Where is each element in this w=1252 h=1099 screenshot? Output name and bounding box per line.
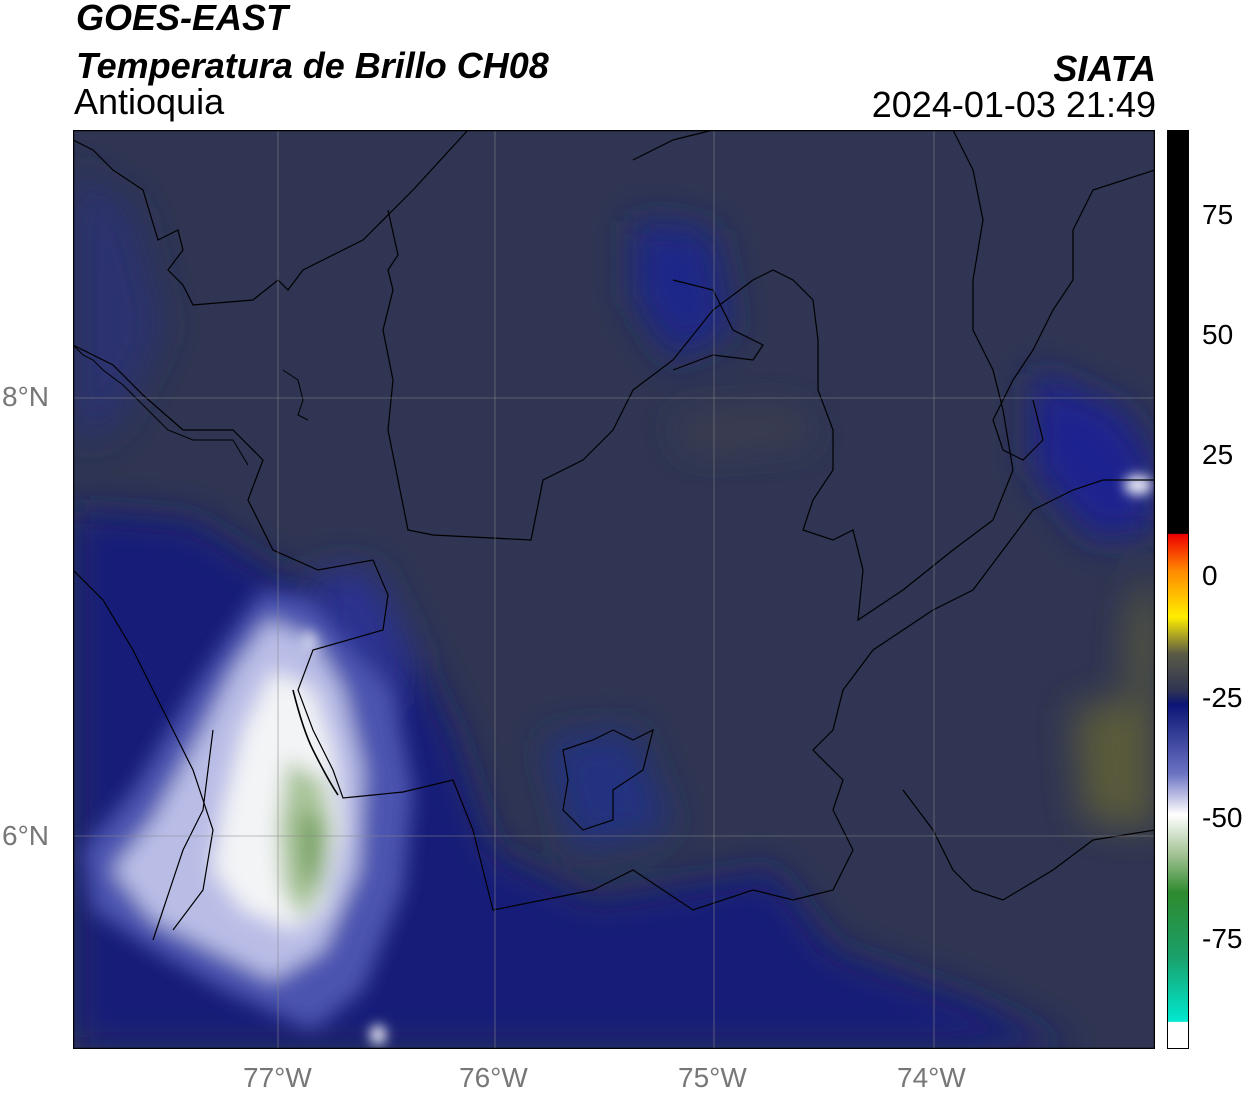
temperature-colorbar [1167, 130, 1189, 1049]
lat-tick-8n: 8°N [2, 381, 49, 412]
colorbar-label-50: 50 [1202, 319, 1234, 350]
lon-tick-75w: 75°W [678, 1062, 747, 1093]
map-panel [73, 130, 1155, 1049]
department-boundaries [73, 130, 1155, 941]
colorbar-label-neg75: -75 [1202, 923, 1243, 954]
colorbar-label-neg50: -50 [1202, 802, 1243, 833]
coastline [73, 344, 309, 466]
agency-label: SIATA [1053, 48, 1156, 89]
title-product: Temperatura de Brillo CH08 [76, 45, 549, 86]
lon-tick-77w: 77°W [243, 1062, 312, 1093]
colorbar-label-25: 25 [1202, 439, 1234, 470]
colorbar-label-neg25: -25 [1202, 682, 1243, 713]
lon-tick-74w: 74°W [897, 1062, 966, 1093]
colorbar-label-0: 0 [1202, 560, 1218, 591]
colorbar-label-75: 75 [1202, 199, 1234, 230]
graticule [73, 130, 1155, 1049]
datetime-label: 2024-01-03 21:49 [871, 84, 1156, 125]
brightness-temperature-field [73, 130, 1155, 1049]
region-label: Antioquia [74, 81, 225, 122]
lon-tick-76w: 76°W [459, 1062, 528, 1093]
map-border [73, 130, 1155, 1049]
title-satellite: GOES-EAST [76, 0, 289, 38]
lat-tick-6n: 6°N [2, 820, 49, 851]
